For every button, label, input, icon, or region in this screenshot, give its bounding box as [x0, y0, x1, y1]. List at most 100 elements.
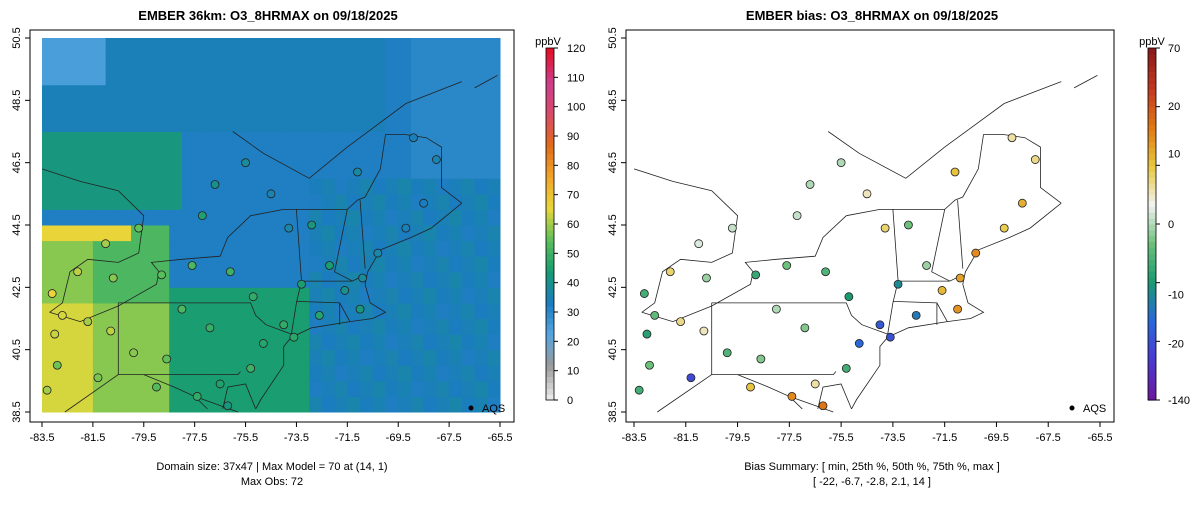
model-grid-cell: [487, 334, 501, 351]
model-grid-cell: [207, 334, 221, 351]
model-grid-cell: [334, 302, 348, 319]
y-tick-label: 42.5: [607, 277, 619, 298]
colorbar-segment: [1148, 376, 1156, 383]
model-grid-cell: [80, 115, 94, 132]
model-grid-cell: [423, 115, 437, 132]
model-grid-cell: [321, 53, 336, 70]
model-grid-cell: [54, 100, 68, 117]
model-grid-cell: [105, 178, 119, 195]
model-grid-cell: [474, 147, 488, 164]
bias-site-marker: [854, 339, 864, 348]
model-grid-cell: [321, 84, 336, 101]
model-grid-cell: [360, 256, 374, 273]
model-grid-cell: [398, 302, 412, 319]
colorbar-segment: [1148, 89, 1156, 96]
model-grid-cell: [283, 162, 297, 179]
model-grid-cell: [296, 147, 310, 164]
obs-site-marker: [152, 382, 161, 392]
colorbar-segment: [546, 235, 554, 243]
model-grid-cell: [309, 69, 323, 86]
model-grid-cell: [334, 271, 348, 288]
model-grid-cell: [42, 193, 56, 210]
colorbar-segment: [1148, 212, 1156, 219]
obs-site-marker: [223, 401, 233, 411]
colorbar-segment: [1148, 165, 1156, 172]
model-grid-cell: [143, 225, 157, 242]
model-grid-cell: [80, 38, 94, 55]
x-tick-label: -81.5: [80, 432, 105, 444]
bias-site-marker: [645, 360, 654, 370]
model-grid-cell: [309, 115, 323, 132]
colorbar-segment: [546, 323, 554, 331]
model-grid-cell: [309, 334, 323, 351]
model-grid-cell: [258, 380, 272, 397]
model-grid-cell: [461, 349, 476, 366]
model-grid-cell: [309, 147, 323, 164]
model-grid-cell: [258, 84, 272, 101]
model-grid-cell: [232, 334, 247, 351]
model-grid-cell: [385, 100, 399, 117]
obs-site-marker: [47, 289, 57, 298]
model-grid-cell: [372, 209, 386, 226]
colorbar-segment: [546, 224, 554, 231]
model-grid-cell: [385, 162, 399, 179]
colorbar-segment: [546, 218, 554, 225]
model-grid-cell: [436, 287, 450, 304]
model-grid-cell: [67, 334, 81, 351]
model-grid-cell: [385, 302, 399, 319]
colorbar-segment: [546, 165, 554, 172]
model-grid-cell: [449, 115, 463, 132]
boundary-line: [827, 131, 945, 179]
model-grid-cell: [131, 147, 145, 164]
model-grid-cell: [347, 256, 361, 273]
model-grid-cell: [474, 100, 488, 117]
model-grid-cell: [385, 240, 399, 257]
model-grid-cell: [423, 365, 437, 382]
x-tick-label: -73.5: [880, 432, 905, 444]
colorbar-segment: [1148, 147, 1156, 155]
model-grid-cell: [347, 100, 361, 117]
right-panel: EMBER bias: O3_8HRMAX on 09/18/2025 -83.…: [607, 8, 1190, 488]
model-grid-cell: [461, 53, 476, 70]
colorbar-segment: [1148, 323, 1156, 331]
boundary-line: [789, 396, 834, 413]
model-grid-cell: [220, 162, 234, 179]
model-grid-cell: [423, 69, 437, 86]
x-tick-label: -71.5: [932, 432, 957, 444]
model-grid-cell: [232, 84, 247, 101]
bias-site-marker: [771, 304, 781, 314]
model-grid-cell: [309, 178, 323, 195]
model-grid-cell: [207, 209, 221, 226]
model-grid-cell: [118, 147, 132, 164]
model-grid-cell: [181, 225, 196, 242]
model-grid-cell: [92, 396, 107, 413]
model-grid-cell: [92, 115, 107, 132]
colorbar-segment: [546, 147, 554, 155]
boundary-line: [474, 75, 498, 89]
model-grid-cell: [156, 178, 170, 195]
model-grid-cell: [474, 271, 488, 288]
model-grid-cell: [360, 318, 374, 335]
obs-site-marker: [134, 223, 144, 233]
model-grid-cell: [436, 256, 450, 273]
model-grid-cell: [169, 256, 183, 273]
model-grid-cell: [423, 84, 437, 101]
model-grid-cell: [156, 240, 170, 257]
model-grid-cell: [385, 69, 399, 86]
model-grid-cell: [296, 380, 310, 397]
model-grid-cell: [131, 380, 145, 397]
model-grid-cell: [156, 287, 170, 304]
model-grid-cell: [461, 115, 476, 132]
model-grid-cell: [398, 162, 412, 179]
x-tick-label: -67.5: [1036, 432, 1061, 444]
model-grid-cell: [194, 131, 208, 148]
model-grid-cell: [245, 178, 259, 195]
bias-site-marker: [1007, 133, 1017, 143]
model-grid-cell: [271, 209, 285, 226]
boundary-line: [347, 81, 462, 148]
model-grid-cell: [156, 69, 170, 86]
model-grid-cell: [423, 178, 437, 195]
model-grid-cell: [169, 69, 183, 86]
model-grid-cell: [423, 380, 437, 397]
model-grid-cell: [321, 380, 336, 397]
